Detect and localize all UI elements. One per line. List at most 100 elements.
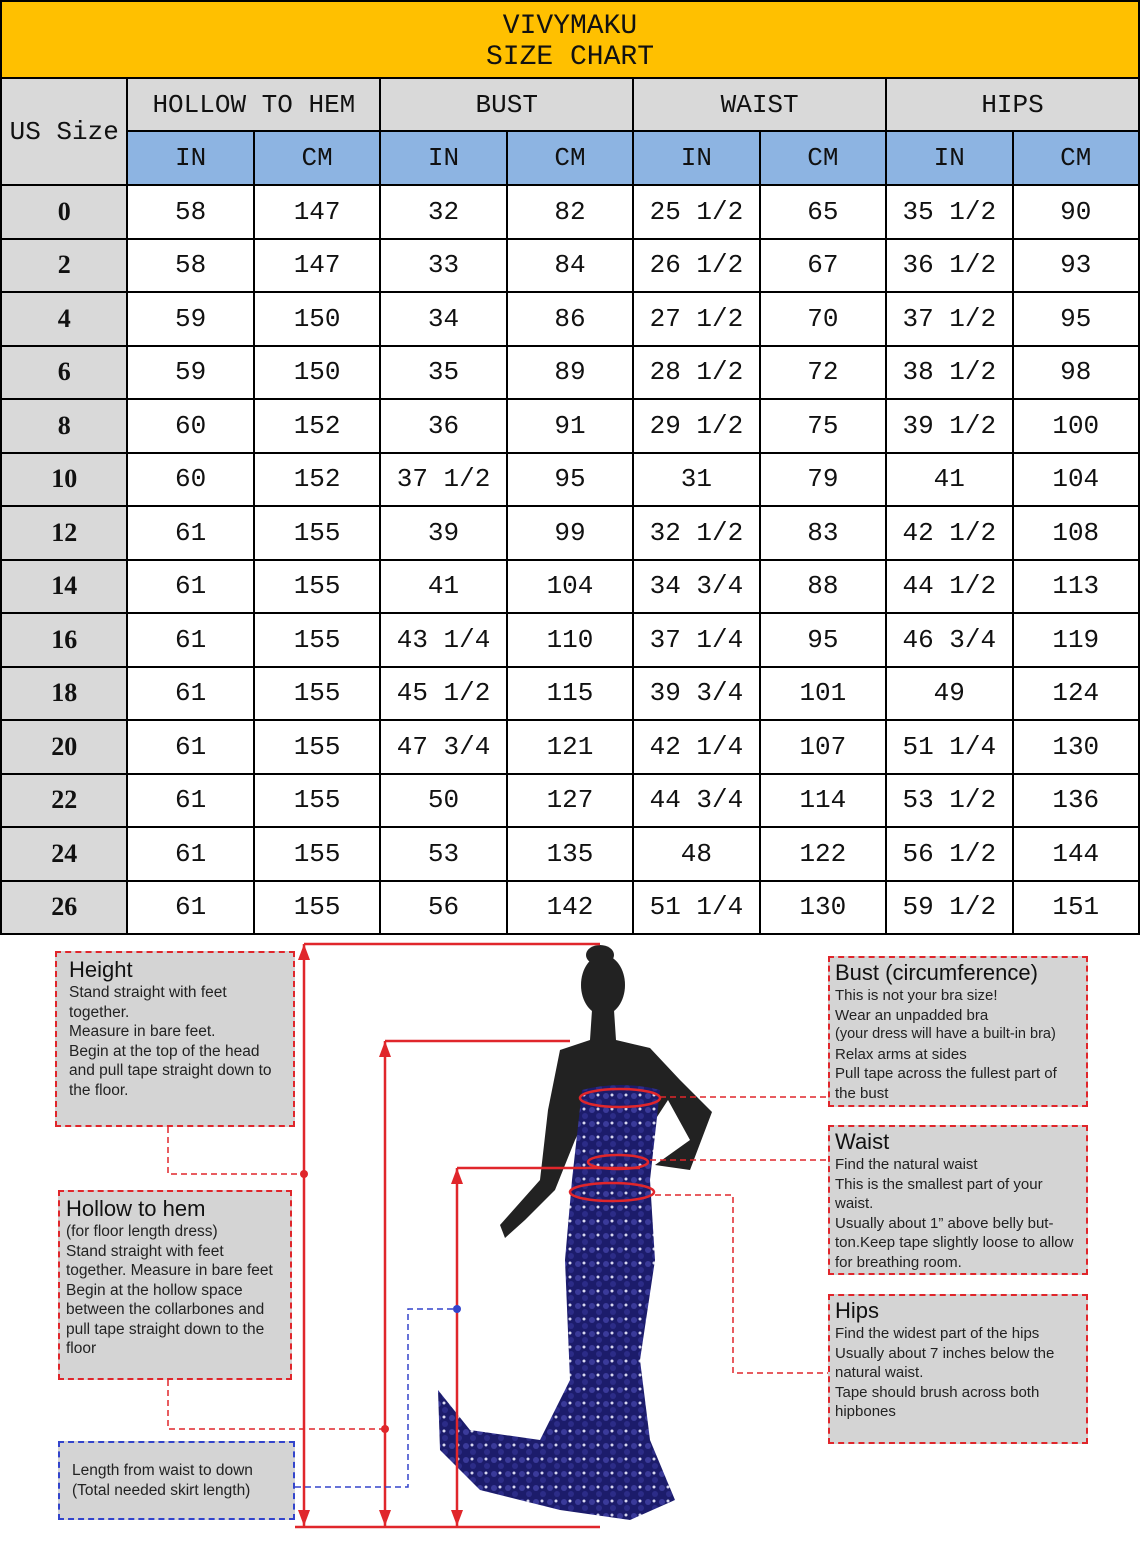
measurement-cell: 58 [126, 237, 255, 293]
size-cell: 2 [0, 237, 129, 293]
table-row: 6 59 150 35 89 28 1/2 72 38 1/2 98 [0, 344, 1140, 400]
measurement-cell: 122 [758, 826, 888, 882]
measurement-cell: 151 [1011, 879, 1140, 935]
measurement-cell: 39 1/2 [885, 398, 1014, 454]
bust-line: (your dress will have a built-in bra) [835, 1026, 1056, 1042]
measurement-cell: 51 1/4 [885, 719, 1014, 775]
unit-header: CM [505, 130, 635, 186]
measurement-cell: 53 [379, 826, 508, 882]
measurement-cell: 61 [126, 612, 255, 668]
measurement-cell: 95 [505, 451, 635, 507]
waist-line: Find the natural waist [835, 1156, 978, 1173]
table-row: 16 61 155 43 1/4 110 37 1/4 95 46 3/4 119 [0, 612, 1140, 668]
measurement-cell: 88 [758, 558, 888, 614]
measurement-cell: 121 [505, 719, 635, 775]
measurement-cell: 155 [252, 772, 382, 828]
size-cell: 16 [0, 612, 129, 668]
hollow-line: (for floor length dress) [66, 1223, 218, 1240]
measurement-cell: 33 [379, 237, 508, 293]
measurement-cell: 35 [379, 344, 508, 400]
unit-header: IN [885, 130, 1014, 186]
table-row: 24 61 155 53 135 48 122 56 1/2 144 [0, 826, 1140, 882]
mannequin-figure [438, 945, 712, 1520]
chart-subtitle: SIZE CHART [485, 41, 655, 73]
table-row: 20 61 155 47 3/4 121 42 1/4 107 51 1/4 130 [0, 719, 1140, 775]
measurement-cell: 142 [505, 879, 635, 935]
table-row: 14 61 155 41 104 34 3/4 88 44 1/2 113 [0, 558, 1140, 614]
measurement-cell: 37 1/2 [885, 291, 1014, 347]
unit-header: CM [252, 130, 382, 186]
measurement-cell: 130 [1011, 719, 1140, 775]
measurement-cell: 127 [505, 772, 635, 828]
hips-line: Tape should brush across both hipbones [835, 1383, 1040, 1421]
measurement-cell: 86 [505, 291, 635, 347]
table-row: 22 61 155 50 127 44 3/4 114 53 1/2 136 [0, 772, 1140, 828]
skirt-length-guide: Length from waist to down (Total needed … [58, 1441, 295, 1520]
size-cell: 20 [0, 719, 129, 775]
measurement-cell: 150 [252, 344, 382, 400]
measurement-cell: 28 1/2 [632, 344, 761, 400]
measurement-cell: 47 3/4 [379, 719, 508, 775]
measurement-cell: 48 [632, 826, 761, 882]
table-row: 8 60 152 36 91 29 1/2 75 39 1/2 100 [0, 398, 1140, 454]
table-row: 12 61 155 39 99 32 1/2 83 42 1/2 108 [0, 505, 1140, 561]
skirt-line: (Total needed skirt length) [72, 1481, 251, 1499]
height-line: Stand straight with feet together. [69, 984, 227, 1021]
measurement-cell: 91 [505, 398, 635, 454]
measurement-cell: 150 [252, 291, 382, 347]
measurement-cell: 99 [505, 505, 635, 561]
bust-header: BUST [379, 77, 635, 132]
measurement-cell: 104 [1011, 451, 1140, 507]
measurement-cell: 114 [758, 772, 888, 828]
measurement-cell: 36 1/2 [885, 237, 1014, 293]
measurement-cell: 34 [379, 291, 508, 347]
measurement-cell: 27 1/2 [632, 291, 761, 347]
measurement-cell: 39 [379, 505, 508, 561]
measurement-cell: 53 1/2 [885, 772, 1014, 828]
measurement-cell: 89 [505, 344, 635, 400]
table-row: 0 58 147 32 82 25 1/2 65 35 1/2 90 [0, 184, 1140, 240]
measurement-cell: 119 [1011, 612, 1140, 668]
measurement-cell: 25 1/2 [632, 184, 761, 240]
height-line: Begin at the top of the head and pull ta… [69, 1042, 272, 1099]
measurement-cell: 101 [758, 665, 888, 721]
measurement-cell: 155 [252, 826, 382, 882]
unit-header: CM [758, 130, 888, 186]
measurement-cell: 61 [126, 558, 255, 614]
bust-title: Bust (circumference) [835, 960, 1038, 985]
waist-line: This is the smallest part of your waist. [835, 1175, 1043, 1213]
measurement-cell: 82 [505, 184, 635, 240]
measurement-cell: 34 3/4 [632, 558, 761, 614]
measurement-cell: 147 [252, 237, 382, 293]
measurement-cell: 44 3/4 [632, 772, 761, 828]
measurement-cell: 135 [505, 826, 635, 882]
size-cell: 26 [0, 879, 129, 935]
measurement-cell: 42 1/4 [632, 719, 761, 775]
measurement-cell: 45 1/2 [379, 665, 508, 721]
table-row: 10 60 152 37 1/2 95 31 79 41 104 [0, 451, 1140, 507]
measurement-cell: 56 1/2 [885, 826, 1014, 882]
measurement-cell: 31 [632, 451, 761, 507]
size-cell: 18 [0, 665, 129, 721]
measurement-cell: 51 1/4 [632, 879, 761, 935]
measurement-cell: 59 1/2 [885, 879, 1014, 935]
measurement-cell: 46 3/4 [885, 612, 1014, 668]
measurement-cell: 38 1/2 [885, 344, 1014, 400]
height-title: Height [69, 957, 133, 982]
measurement-cell: 44 1/2 [885, 558, 1014, 614]
measurement-cell: 152 [252, 398, 382, 454]
height-guide: Height Stand straight with feet together… [55, 951, 295, 1127]
skirt-connector [295, 1308, 457, 1488]
size-cell: 4 [0, 291, 129, 347]
measurement-cell: 61 [126, 719, 255, 775]
measurement-cell: 65 [758, 184, 888, 240]
waist-title: Waist [835, 1129, 890, 1154]
unit-header: CM [1011, 130, 1140, 186]
measurement-cell: 95 [758, 612, 888, 668]
measurement-cell: 90 [1011, 184, 1140, 240]
bust-line: This is not your bra size! [835, 987, 998, 1004]
unit-header: IN [632, 130, 761, 186]
hips-title: Hips [835, 1298, 880, 1323]
bust-line: Wear an unpadded bra [835, 1006, 989, 1024]
measurement-cell: 37 1/2 [379, 451, 508, 507]
